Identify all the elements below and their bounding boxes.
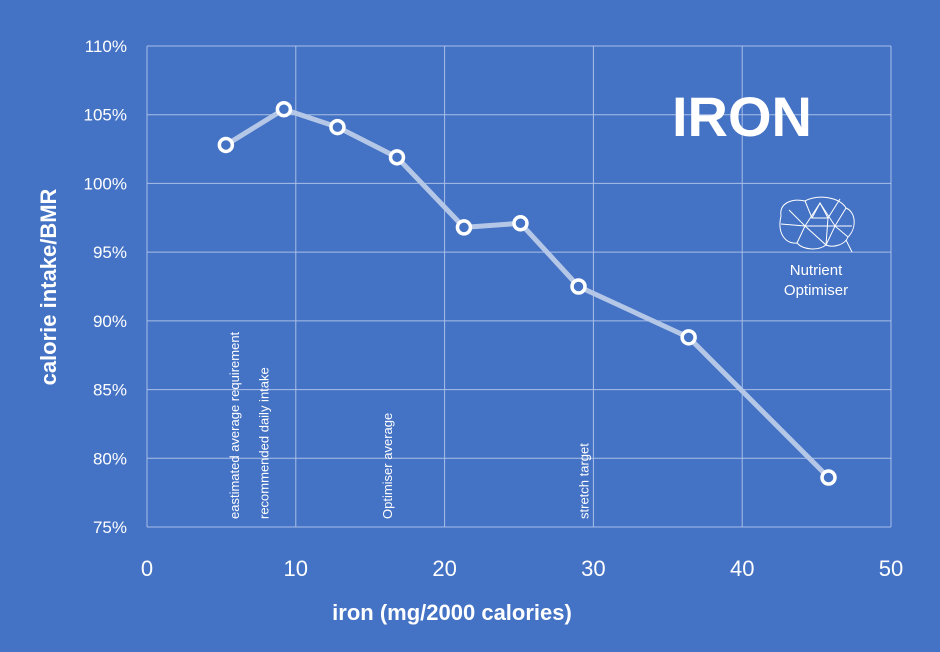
- x-axis-label: iron (mg/2000 calories): [332, 600, 572, 625]
- y-axis-label: calorie intake/BMR: [36, 188, 61, 385]
- y-tick-label: 80%: [93, 449, 127, 468]
- reference-label: eastimated average requirement: [227, 331, 242, 519]
- data-point: [388, 149, 406, 166]
- series: [217, 100, 837, 486]
- series-line: [223, 106, 832, 481]
- reference-label: recommended daily intake: [257, 367, 272, 519]
- chart-title: IRON: [672, 85, 812, 148]
- x-tick-label: 0: [141, 556, 153, 581]
- reference-label: stretch target: [576, 443, 591, 519]
- data-point: [680, 329, 697, 346]
- grid: [146, 45, 892, 528]
- y-tick-labels: 75% 80% 85% 90% 95% 100% 105% 110%: [84, 37, 127, 537]
- data-point: [512, 215, 529, 232]
- y-tick-label: 85%: [93, 381, 127, 400]
- data-point: [329, 118, 346, 136]
- logo: Nutrient Optimiser: [779, 196, 855, 299]
- data-point: [570, 278, 587, 295]
- y-tick-label: 75%: [93, 518, 127, 537]
- brain-icon: [779, 196, 855, 253]
- logo-line1: Nutrient: [790, 262, 843, 279]
- logo-line2: Optimiser: [784, 282, 848, 299]
- x-tick-label: 10: [284, 556, 308, 581]
- data-point: [275, 100, 293, 118]
- y-tick-label: 95%: [93, 243, 127, 262]
- y-tick-label: 90%: [93, 312, 127, 331]
- reference-labels: eastimated average requirement recommende…: [227, 331, 592, 519]
- data-point: [455, 219, 473, 236]
- y-tick-label: 110%: [85, 37, 127, 56]
- y-tick-label: 105%: [84, 106, 127, 125]
- x-tick-labels: 0 10 20 30 40 50: [141, 556, 903, 581]
- data-point: [820, 469, 837, 486]
- x-tick-label: 30: [581, 556, 605, 581]
- x-tick-label: 50: [879, 556, 903, 581]
- reference-label: Optimiser average: [380, 413, 395, 519]
- data-point: [217, 136, 235, 154]
- y-tick-label: 100%: [84, 174, 127, 193]
- x-tick-label: 20: [432, 556, 456, 581]
- x-tick-label: 40: [730, 556, 754, 581]
